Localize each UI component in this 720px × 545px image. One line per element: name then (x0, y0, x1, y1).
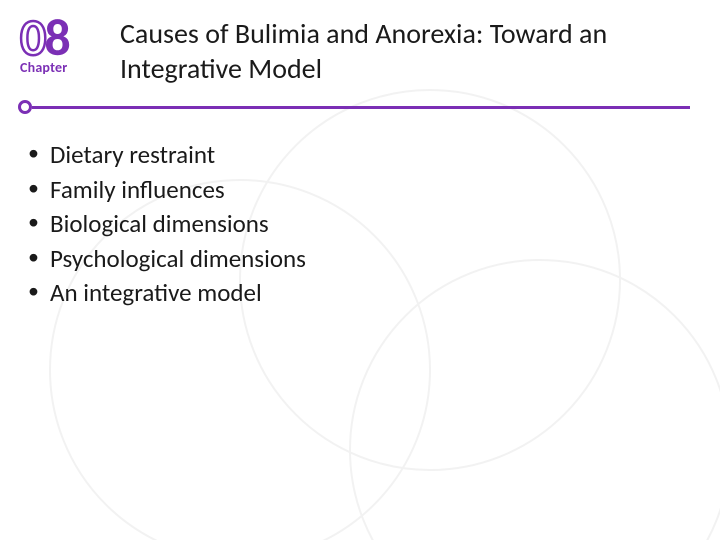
list-item: An integrative model (28, 276, 680, 311)
slide-title: Causes of Bulimia and Anorexia: Toward a… (110, 14, 680, 86)
list-item: Psychological dimensions (28, 242, 680, 277)
content-area: Dietary restraint Family influences Biol… (0, 114, 720, 311)
list-item: Family influences (28, 173, 680, 208)
chapter-label: Chapter (20, 59, 110, 76)
divider-dot-icon (18, 100, 32, 114)
list-item: Biological dimensions (28, 207, 680, 242)
slide-header: 08 Chapter Causes of Bulimia and Anorexi… (0, 0, 720, 86)
header-divider (18, 100, 690, 114)
bullet-list: Dietary restraint Family influences Biol… (28, 138, 680, 311)
chapter-digit-outline: 0 (20, 14, 44, 61)
divider-line (32, 106, 690, 109)
chapter-badge: 08 Chapter (20, 14, 110, 76)
chapter-digit-solid: 8 (44, 14, 68, 61)
chapter-number: 08 (20, 14, 110, 61)
list-item: Dietary restraint (28, 138, 680, 173)
